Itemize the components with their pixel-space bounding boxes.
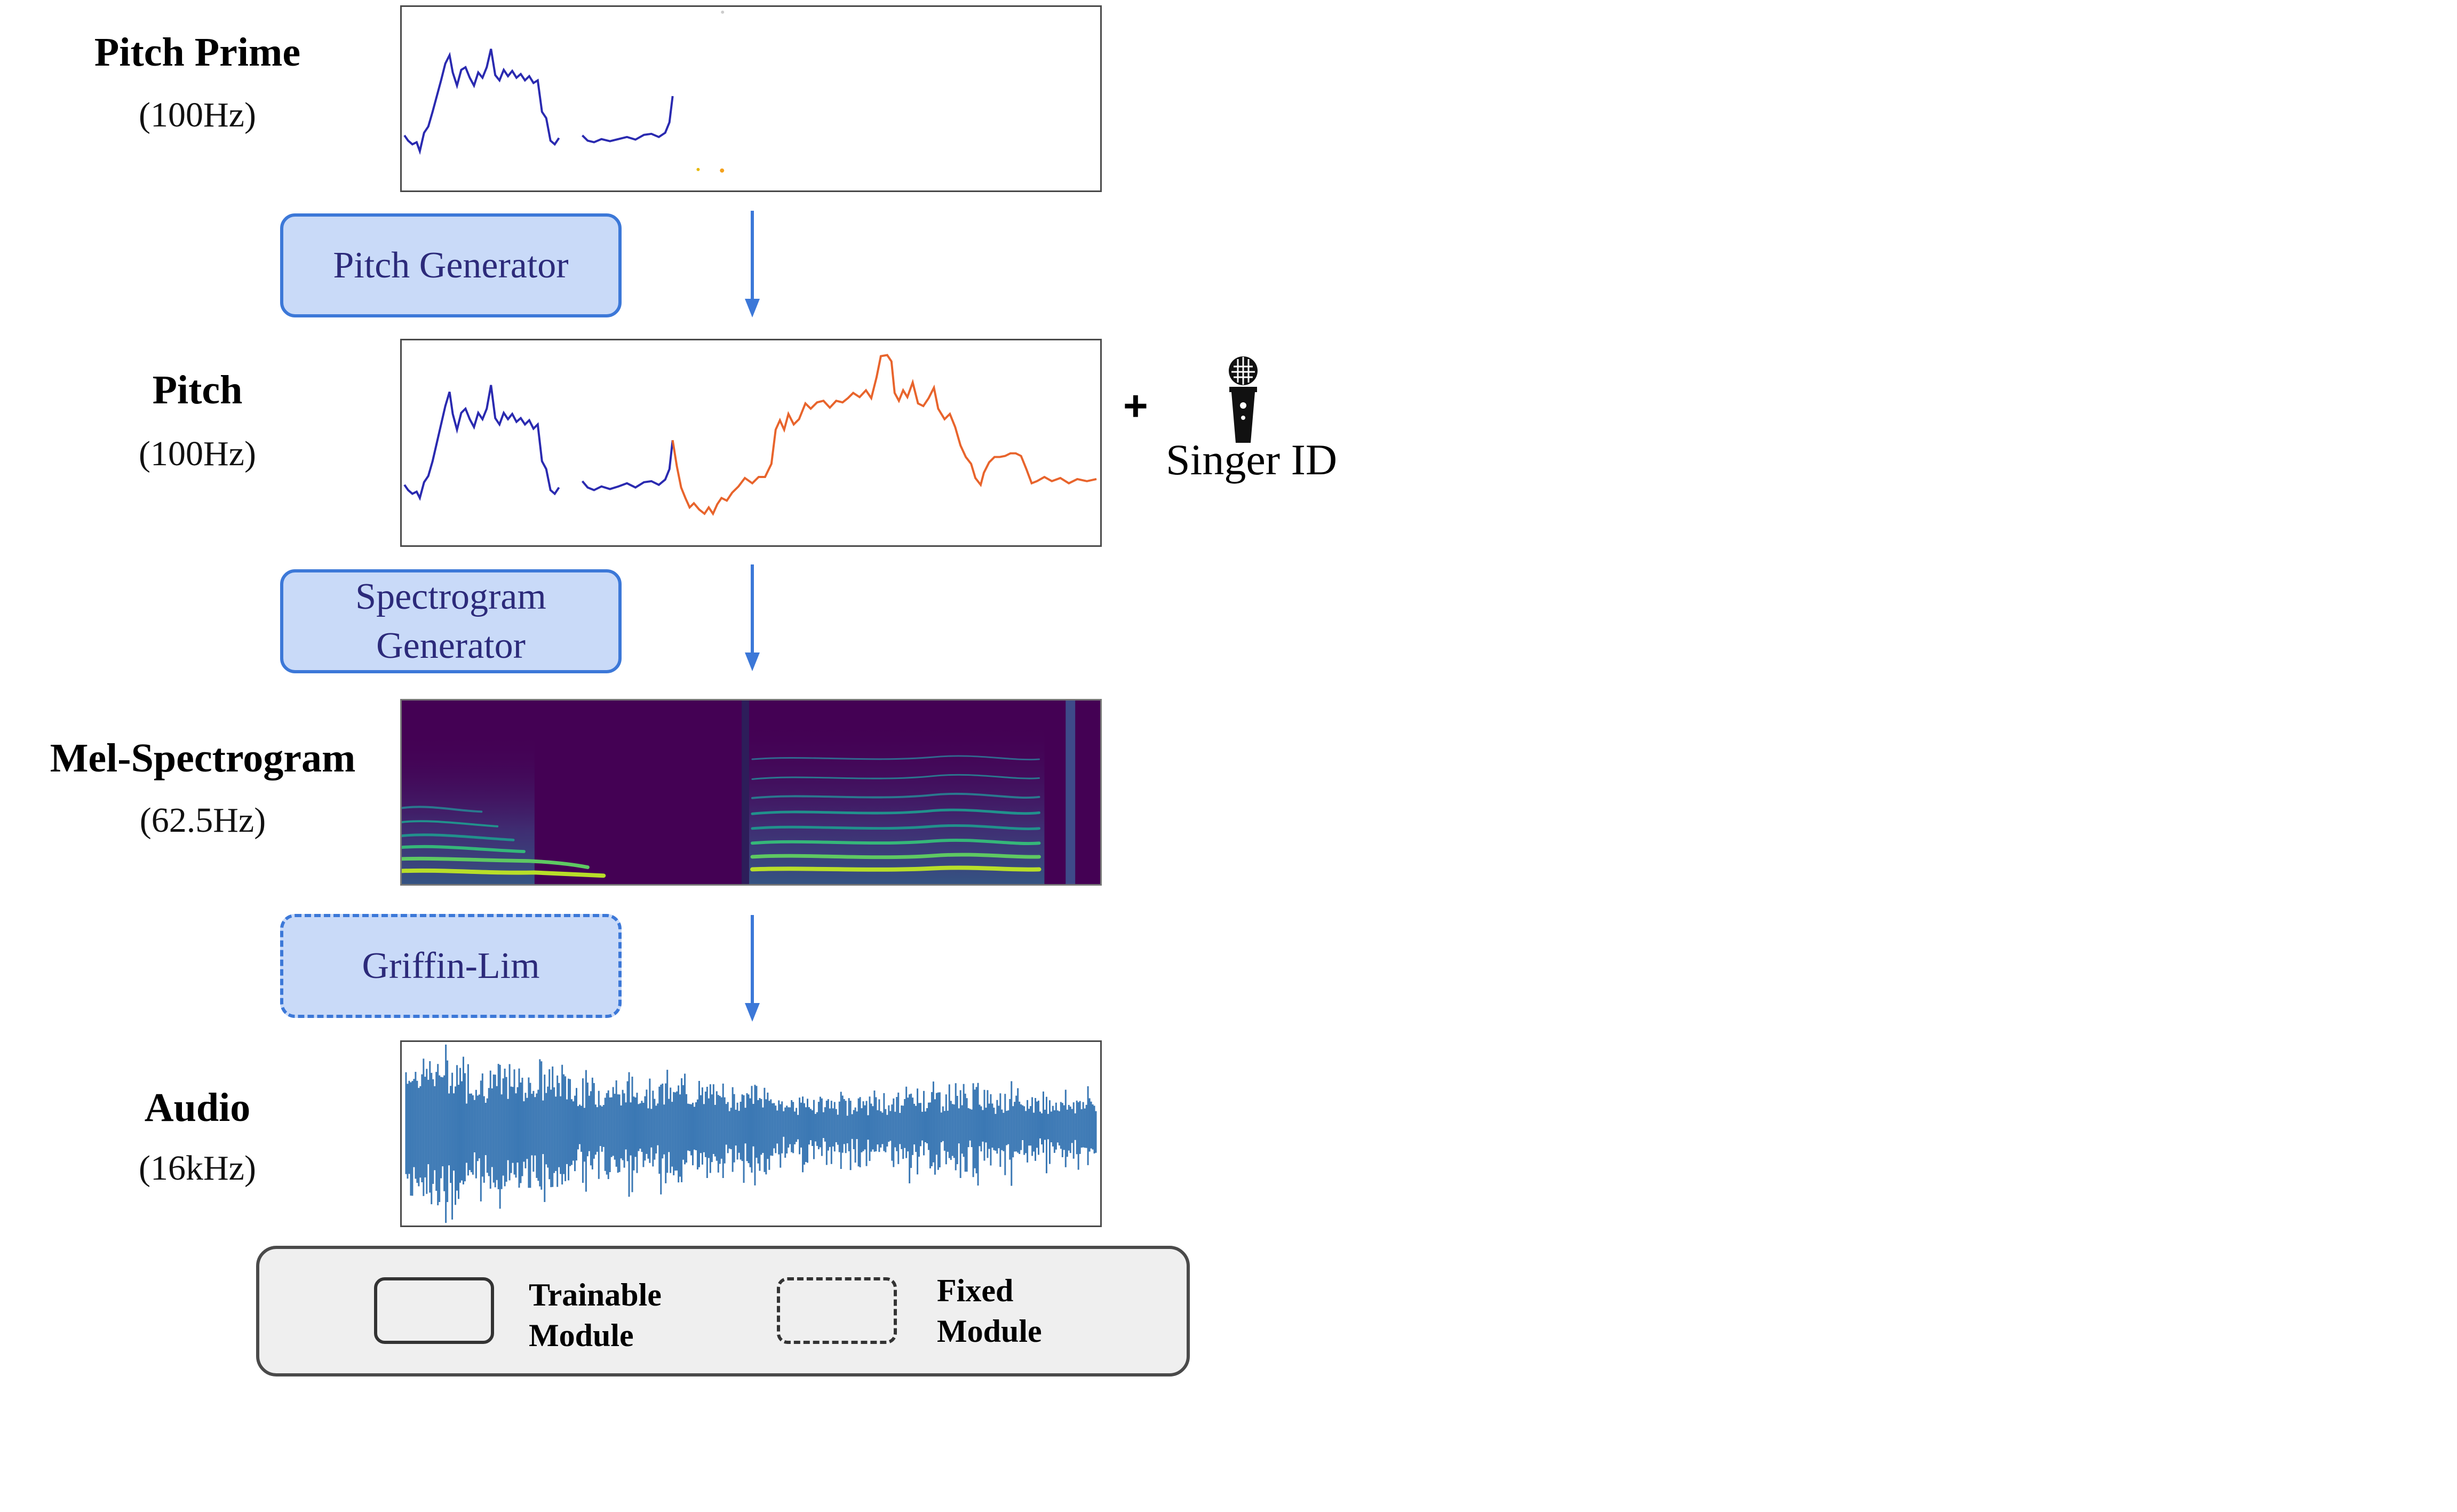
microphone-icon <box>1229 356 1258 443</box>
pitch-rate: (100Hz) <box>139 434 256 473</box>
pitch-generator-module: Pitch Generator <box>280 213 622 317</box>
harmonic-band <box>750 865 1041 872</box>
harmonic-band <box>402 868 606 878</box>
harmonic-band <box>402 833 515 841</box>
spectrogram-generator-module: Spectrogram Generator <box>280 569 622 673</box>
down-arrow <box>745 564 760 671</box>
harmonic-band <box>751 824 1041 830</box>
harmonic-band <box>402 806 483 813</box>
harmonic-band <box>751 755 1040 761</box>
harmonic-band <box>402 820 499 827</box>
spectrogram-generator-label-line2: Generator <box>376 625 526 666</box>
spectrogram-generator-label: Spectrogram Generator <box>355 572 546 671</box>
pitch-title: Pitch <box>152 368 243 412</box>
legend: Trainable Module Fixed Module <box>256 1246 1190 1376</box>
pitch-prime-plot <box>400 5 1102 192</box>
harmonic-band <box>751 792 1040 799</box>
trainable-module-swatch <box>374 1277 494 1344</box>
pitch-plot <box>400 339 1102 547</box>
audio-waveform <box>405 1044 1097 1223</box>
spectrogram-end-column <box>1066 701 1076 884</box>
harmonic-band <box>402 845 526 854</box>
singer-id-label: Singer ID <box>1166 435 1338 484</box>
mel-spectrogram-rate: (62.5Hz) <box>139 801 266 840</box>
pitch-prime-title: Pitch Prime <box>94 30 301 75</box>
griffin-lim-module: Griffin-Lim <box>280 914 622 1018</box>
pitch-prime-curve <box>403 49 560 155</box>
audio-title: Audio <box>144 1085 251 1130</box>
pitch-prime-curve-segment-2 <box>581 440 674 491</box>
harmonic-band <box>750 853 1041 860</box>
fixed-module-swatch <box>777 1277 897 1344</box>
fixed-module-label: Fixed Module <box>937 1273 1042 1349</box>
harmonic-band <box>402 856 590 869</box>
stray-dot <box>721 10 725 14</box>
down-arrow <box>745 211 760 317</box>
stray-dot <box>720 168 725 173</box>
audio-waveform-plot <box>400 1040 1102 1227</box>
audio-rate: (16kHz) <box>139 1149 256 1188</box>
griffin-lim-label: Griffin-Lim <box>362 945 540 986</box>
spectrogram-silence-gap <box>742 701 750 884</box>
spectrogram-energy-right <box>747 721 1045 884</box>
plus-sign: + <box>1123 382 1148 429</box>
pitch-generator-label: Pitch Generator <box>333 244 569 286</box>
harmonic-band <box>751 838 1041 846</box>
harmonic-band <box>751 808 1041 815</box>
mel-spectrogram-plot <box>400 699 1102 886</box>
down-arrow <box>745 915 760 1022</box>
harmonic-band <box>751 774 1040 780</box>
pitch-prime-curve <box>403 385 560 501</box>
stray-dot <box>696 168 700 171</box>
mel-spectrogram-title: Mel-Spectrogram <box>50 736 356 781</box>
pitch-prime-rate: (100Hz) <box>139 96 256 134</box>
trainable-module-label: Trainable Module <box>529 1277 662 1353</box>
pitch-prime-curve-segment-2 <box>582 96 674 144</box>
generated-pitch-curve <box>671 354 1097 516</box>
spectrogram-generator-label-line1: Spectrogram <box>355 576 546 617</box>
